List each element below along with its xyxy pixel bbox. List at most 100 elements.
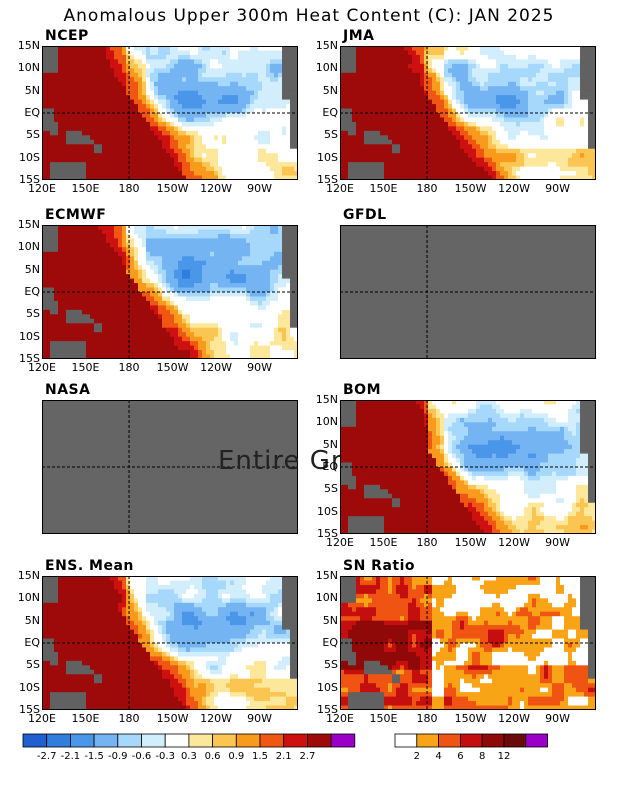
- grid-cell: [290, 99, 295, 105]
- grid-cell: [416, 54, 421, 60]
- grid-cell: [584, 135, 589, 141]
- grid-cell: [408, 59, 413, 65]
- grid-cell: [532, 90, 537, 96]
- grid-cell: [90, 135, 95, 141]
- x-tick-label: 150W: [156, 182, 189, 195]
- grid-cell: [226, 63, 231, 69]
- grid-cell: [544, 144, 549, 150]
- grid-cell: [234, 117, 239, 123]
- grid-cell: [182, 99, 187, 105]
- grid-cell: [254, 104, 259, 109]
- grid-cell: [460, 148, 465, 154]
- grid-cell: [210, 95, 215, 100]
- grid-cell: [512, 81, 517, 87]
- grid-cell: [202, 117, 207, 123]
- grid-cell: [576, 157, 581, 163]
- grid-cell: [516, 166, 521, 172]
- grid-cell: [150, 59, 155, 65]
- grid-cell: [508, 90, 513, 96]
- grid-cell: [190, 287, 195, 293]
- grid-cell: [456, 144, 461, 150]
- grid-cell: [158, 225, 163, 230]
- grid-cell: [234, 121, 239, 127]
- grid-cell: [42, 59, 47, 65]
- grid-cell: [178, 278, 183, 284]
- grid-cell: [460, 130, 465, 136]
- grid-cell: [62, 108, 67, 114]
- grid-cell: [588, 117, 593, 123]
- grid-cell: [166, 117, 171, 123]
- grid-cell: [282, 126, 287, 132]
- grid-cell: [552, 46, 557, 51]
- grid-cell: [158, 77, 163, 83]
- grid-cell: [360, 108, 365, 114]
- grid-cell: [186, 117, 191, 123]
- x-tick-label: 180: [118, 182, 140, 195]
- grid-cell: [206, 126, 211, 132]
- grid-cell: [186, 130, 191, 136]
- grid-cell: [278, 63, 283, 69]
- grid-cell: [384, 130, 389, 136]
- grid-cell: [416, 175, 421, 180]
- grid-cell: [218, 148, 223, 154]
- grid-cell: [290, 283, 295, 288]
- grid-cell: [250, 81, 255, 87]
- grid-cell: [294, 77, 298, 83]
- grid-cell: [384, 63, 389, 69]
- grid-cell: [82, 233, 87, 239]
- grid-cell: [262, 287, 267, 293]
- grid-cell: [230, 50, 235, 56]
- grid-cell: [452, 59, 457, 65]
- grid-cell: [460, 68, 465, 74]
- grid-cell: [222, 278, 227, 284]
- grid-cell: [170, 148, 175, 154]
- grid-cell: [270, 166, 275, 172]
- grid-cell: [274, 86, 279, 92]
- grid-cell: [266, 225, 271, 230]
- grid-cell: [548, 130, 553, 136]
- grid-cell: [190, 144, 195, 150]
- grid-cell: [376, 166, 381, 172]
- grid-cell: [484, 171, 489, 176]
- grid-cell: [250, 287, 255, 293]
- grid-cell: [62, 121, 67, 127]
- grid-cell: [214, 130, 219, 136]
- grid-cell: [206, 77, 211, 83]
- grid-cell: [222, 77, 227, 83]
- grid-cell: [198, 126, 203, 132]
- grid-cell: [528, 81, 533, 87]
- grid-cell: [86, 50, 91, 56]
- grid-cell: [348, 117, 353, 123]
- grid-cell: [98, 278, 103, 284]
- grid-cell: [476, 117, 481, 123]
- grid-cell: [174, 126, 179, 132]
- grid-cell: [154, 59, 159, 65]
- grid-cell: [242, 296, 247, 302]
- grid-cell: [242, 130, 247, 136]
- grid-cell: [536, 126, 541, 132]
- grid-cell: [110, 68, 115, 74]
- grid-cell: [352, 77, 357, 83]
- grid-cell: [560, 59, 565, 65]
- grid-cell: [214, 171, 219, 176]
- grid-cell: [580, 95, 585, 100]
- grid-cell: [214, 63, 219, 69]
- grid-cell: [138, 139, 143, 145]
- grid-cell: [70, 139, 75, 145]
- grid-cell: [138, 59, 143, 65]
- grid-cell: [150, 251, 155, 257]
- grid-cell: [270, 54, 275, 60]
- grid-cell: [214, 229, 219, 235]
- grid-cell: [242, 99, 247, 105]
- grid-cell: [250, 292, 255, 297]
- grid-cell: [118, 46, 123, 51]
- grid-cell: [278, 108, 283, 114]
- grid-cell: [348, 54, 353, 60]
- grid-cell: [234, 269, 239, 275]
- grid-cell: [214, 86, 219, 92]
- grid-cell: [158, 278, 163, 284]
- grid-cell: [568, 104, 573, 109]
- grid-cell: [106, 68, 111, 74]
- grid-cell: [186, 166, 191, 172]
- grid-cell: [66, 135, 71, 141]
